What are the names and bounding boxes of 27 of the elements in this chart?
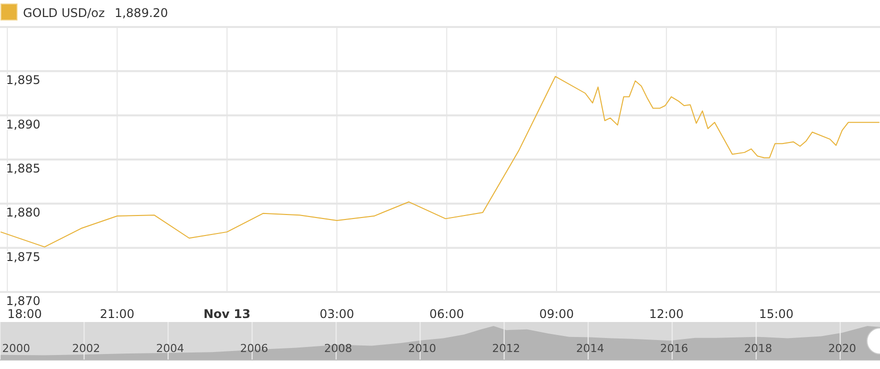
y-tick-label: 1,880 [6,206,40,220]
x-tick-label: 2006 [240,342,268,355]
x-tick-label: 2008 [324,342,352,355]
x-tick-label: 18:00 [7,307,42,321]
x-tick-label: 2012 [492,342,520,355]
x-tick-label: 21:00 [100,307,134,321]
x-tick-label: 12:00 [649,307,684,321]
y-tick-label: 1,870 [6,294,40,308]
text: 1,889.20 [114,6,168,20]
x-tick-label: 2018 [744,342,772,355]
y-tick-label: 1,875 [6,250,40,264]
y-tick-label: 1,885 [6,162,40,176]
x-tick-label: 2004 [156,342,184,355]
x-tick-label: 2016 [660,342,688,355]
x-tick-label: 09:00 [539,307,574,321]
x-tick-label: 2010 [408,342,436,355]
x-tick-label: 15:00 [758,307,794,321]
x-tick-label: 2014 [576,342,604,355]
legend-label: GOLD USD/oz [23,6,105,20]
x-tick-label: 2000 [2,342,30,355]
x-tick-label: 2020 [828,342,856,355]
y-tick-label: 1,895 [6,73,40,88]
x-tick-label: 2002 [72,342,100,355]
x-tick-label: 03:00 [320,307,354,321]
x-tick-label: 06:00 [429,307,464,321]
x-tick-label: Nov 13 [204,307,251,321]
y-tick-label: 1,890 [6,117,40,132]
